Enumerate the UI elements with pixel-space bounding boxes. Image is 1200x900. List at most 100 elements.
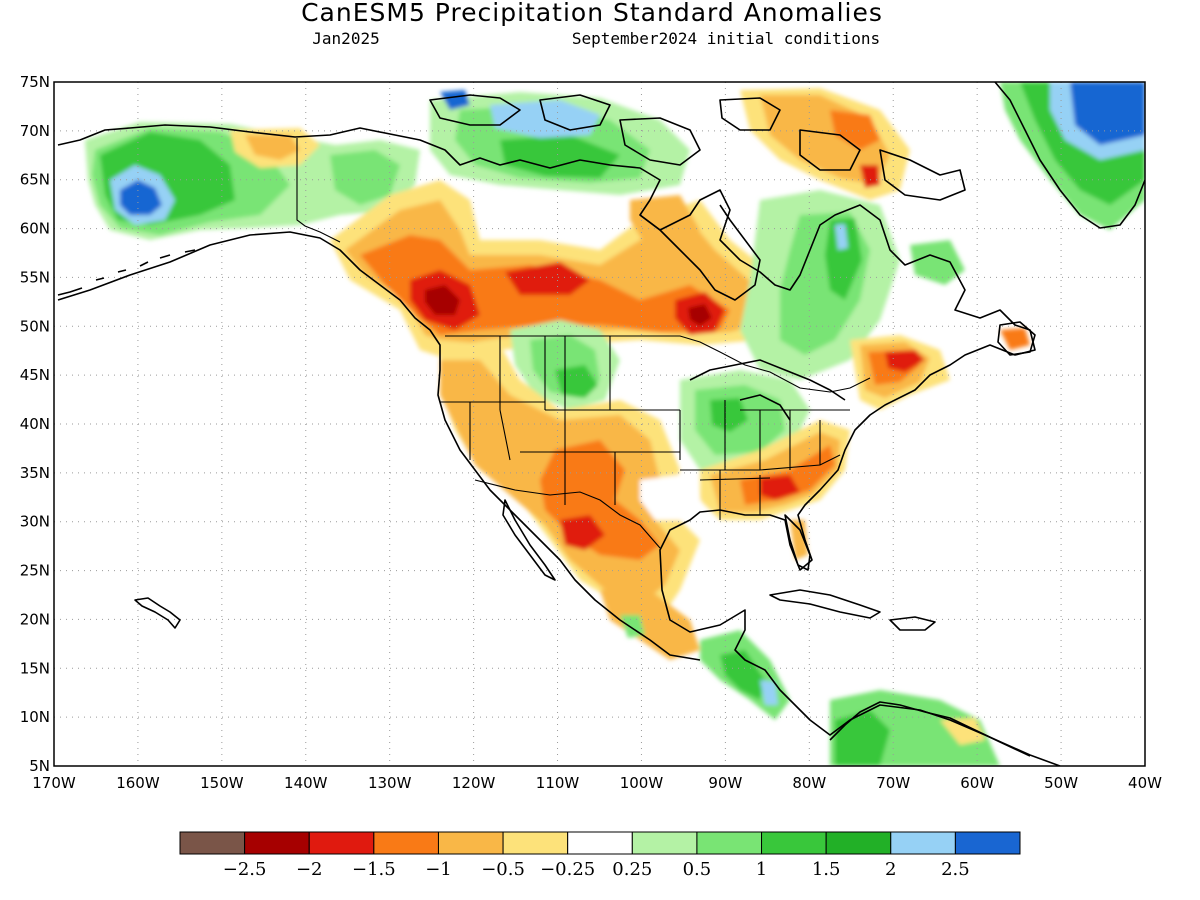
map-title: CanESM5 Precipitation Standard Anomalies — [301, 0, 883, 27]
anomaly-dry-maine-red — [885, 350, 925, 372]
anomaly-wet-central-america-strong — [720, 650, 765, 700]
legend-label: 2.5 — [941, 859, 970, 880]
lon-tick-label: 110W — [536, 774, 580, 792]
anomaly-dry-hudson-moderate — [630, 195, 700, 250]
anomaly-dry-prairie-red — [505, 262, 590, 295]
legend-swatch — [179, 831, 246, 855]
legend-labels: −2.5 −2 −1.5 −1 −0.5 −0.25 0.25 0.5 1 1.5 2 2.5 — [223, 859, 970, 880]
anomaly-wet-prairies-strong — [555, 365, 598, 398]
lon-tick-label: 160W — [116, 774, 160, 792]
coastline-arctic-islands — [429, 94, 966, 201]
border-us-mexico — [474, 479, 661, 549]
legend-label: −1.5 — [352, 859, 396, 880]
anomaly-dry-ontario-darkred — [688, 304, 712, 326]
coastline-florida — [784, 514, 811, 571]
color-legend: −2.5 −2 −1.5 −1 −0.5 −0.25 0.25 0.5 1 1.5 2 2.5 — [179, 831, 1021, 880]
lat-tick-label: 15N — [20, 659, 50, 677]
anomaly-wet-greenland-blue — [1070, 82, 1145, 145]
lon-tick-label: 50W — [1044, 774, 1078, 792]
lon-tick-label: 170W — [32, 774, 76, 792]
longitude-axis-labels: 170W 160W 150W 140W 130W 120W 110W 100W 90W 80W 70… — [32, 774, 1162, 792]
anomaly-wet-alaska-blue — [120, 180, 162, 215]
legend-label: −2 — [296, 859, 323, 880]
lon-tick-label: 120W — [452, 774, 496, 792]
legend-swatch — [502, 831, 569, 855]
legend-swatch — [761, 831, 827, 855]
coastline-newfoundland — [997, 321, 1036, 356]
legend-label: −1 — [425, 859, 452, 880]
anomaly-wet-yukon-core — [330, 150, 400, 205]
anomaly-wet-colombia-strong — [835, 710, 890, 766]
lon-tick-label: 70W — [876, 774, 910, 792]
legend-swatch — [631, 831, 698, 855]
lat-tick-label: 25N — [20, 562, 50, 580]
plot-frame — [53, 81, 1146, 767]
anomaly-wet-quebec-strong — [825, 218, 862, 300]
lat-tick-label: 20N — [20, 610, 50, 628]
coastline-baja — [502, 499, 556, 581]
anomaly-dry-bc-darkred — [425, 285, 460, 315]
anomaly-dry-venezuela — [940, 718, 985, 745]
coastlines — [57, 82, 1145, 766]
map-subtitle-date: Jan2025 — [312, 29, 379, 48]
lat-tick-label: 55N — [20, 268, 50, 286]
anomaly-dry-mexico-south — [600, 590, 700, 660]
legend-label: 0.25 — [612, 859, 652, 880]
lon-tick-label: 80W — [792, 774, 826, 792]
legend-swatch — [696, 831, 763, 855]
legend-swatch — [437, 831, 504, 855]
legend-label: 1 — [756, 859, 767, 880]
latitude-axis-labels: 75N 70N 65N 60N 55N 50N 45N 40N 35N 30N 25N 20N 15N 1… — [20, 73, 50, 775]
lat-tick-label: 65N — [20, 171, 50, 189]
coastline-cuba — [769, 589, 881, 619]
lon-tick-label: 60W — [960, 774, 994, 792]
lon-tick-label: 40W — [1128, 774, 1162, 792]
legend-swatch — [567, 831, 633, 855]
coastline-hispaniola — [889, 616, 936, 631]
coastline-hawaii — [134, 597, 181, 629]
lon-tick-label: 150W — [200, 774, 244, 792]
lon-tick-label: 130W — [368, 774, 412, 792]
legend-label: −2.5 — [223, 859, 267, 880]
anomaly-wet-quebec-blue — [835, 224, 848, 250]
border-alaska-canada — [296, 138, 341, 243]
legend-label: 2 — [885, 859, 896, 880]
legend-label: −0.5 — [481, 859, 525, 880]
lat-tick-label: 45N — [20, 366, 50, 384]
legend-swatch — [954, 831, 1021, 855]
lat-tick-label: 60N — [20, 220, 50, 238]
lat-tick-label: 35N — [20, 464, 50, 482]
legend-label: −0.25 — [540, 859, 595, 880]
legend-swatch — [244, 831, 310, 855]
legend-swatch — [308, 831, 375, 855]
anomaly-dry-alaska-north-core — [245, 135, 300, 160]
coastline-great-lakes — [689, 359, 846, 421]
legend-swatch — [890, 831, 956, 855]
coastline-pacific-west — [57, 231, 701, 661]
anomaly-dry-baffin-orange — [830, 110, 880, 150]
lat-tick-label: 10N — [20, 708, 50, 726]
map-subtitle-initial-conditions: September2024 initial conditions — [572, 29, 880, 48]
anomaly-wet-arctic-strong — [500, 135, 620, 178]
legend-swatches — [179, 831, 1021, 855]
lon-tick-label: 90W — [708, 774, 742, 792]
anomaly-dry-plains-white — [640, 475, 700, 520]
coastline-greenland — [994, 82, 1145, 229]
lat-tick-label: 5N — [29, 757, 50, 775]
lon-tick-label: 140W — [284, 774, 328, 792]
coastline-aleutians — [57, 249, 196, 296]
lat-tick-label: 75N — [20, 73, 50, 91]
anomaly-wet-labrador — [910, 240, 965, 285]
lat-tick-label: 30N — [20, 513, 50, 531]
coastline-hudson-bay — [639, 204, 761, 301]
coastline-north-america — [57, 124, 1061, 766]
legend-label: 0.5 — [683, 859, 712, 880]
legend-swatch — [825, 831, 892, 855]
grid-lines — [54, 82, 1145, 766]
legend-label: 1.5 — [812, 859, 841, 880]
coastline-south-america — [829, 701, 1031, 757]
legend-swatch — [373, 831, 439, 855]
anomaly-wet-arctic-blue — [440, 90, 470, 110]
anomaly-wet-central-america-blue — [760, 680, 778, 705]
anomaly-dry-mexico-red — [560, 515, 605, 550]
